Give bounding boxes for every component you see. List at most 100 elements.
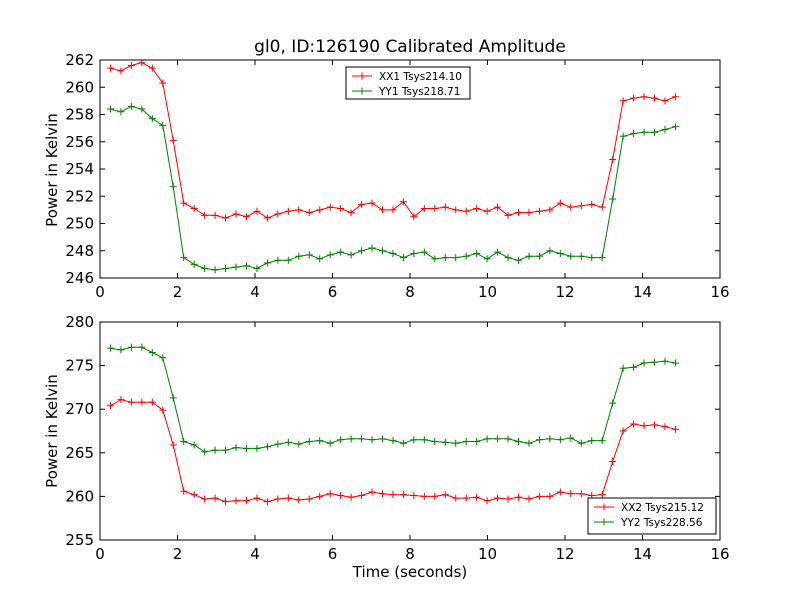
- top-chart-series-1-point: [284, 256, 292, 264]
- bottom-chart-series-0-point: [106, 402, 114, 410]
- bottom-chart-series-0-point: [190, 491, 198, 499]
- top-chart-xtick-label: 2: [173, 283, 183, 301]
- top-chart-series-0-point: [609, 155, 617, 163]
- bottom-chart-series-0-point: [284, 494, 292, 502]
- bottom-chart-series-1-point: [253, 444, 261, 452]
- bottom-chart-series-1-point: [577, 439, 585, 447]
- bottom-chart-series-0-point: [441, 491, 449, 499]
- bottom-chart-series-1-point: [515, 437, 522, 445]
- bottom-chart-series-0-point: [535, 492, 543, 500]
- bottom-chart-series-0-point: [242, 497, 250, 505]
- bottom-chart-series-0-point: [452, 494, 460, 502]
- top-chart-series-1-point: [431, 255, 439, 263]
- top-chart-series-1-point: [661, 125, 669, 133]
- top-chart-series-1-point: [295, 252, 303, 260]
- bottom-chart-series-0-point: [577, 490, 585, 498]
- bottom-chart-series-1-point: [619, 364, 627, 372]
- bottom-chart-series-0-point: [399, 491, 407, 499]
- top-chart-series-0-point: [368, 199, 376, 207]
- top-chart-series-0-point: [222, 214, 230, 222]
- bottom-chart-ytick-label: 275: [65, 357, 94, 375]
- bottom-chart-series-0-point: [232, 497, 240, 505]
- bottom-chart-series-1-point: [368, 436, 376, 444]
- bottom-chart-series-0-point: [410, 492, 418, 500]
- bottom-chart-xtick-label: 6: [328, 545, 338, 563]
- bottom-chart-series-1-point: [588, 437, 596, 445]
- top-chart-series-0-point: [378, 206, 386, 214]
- top-chart-series-1-point: [462, 252, 470, 260]
- top-chart-series-0-point: [556, 199, 564, 207]
- top-chart-series-0-point: [358, 200, 366, 208]
- top-chart-series-1-point: [567, 252, 575, 260]
- top-chart-series-0-point: [399, 198, 407, 206]
- top-chart-series-1-point: [598, 254, 606, 262]
- bottom-chart-series-0-point: [598, 491, 606, 499]
- bottom-chart-series-1-point: [535, 436, 543, 444]
- top-chart-title: gl0, ID:126190 Calibrated Amplitude: [254, 37, 566, 57]
- bottom-chart-ytick-label: 270: [65, 400, 94, 418]
- bottom-chart-series-1-point: [399, 439, 407, 447]
- bottom-chart-series-0-point: [117, 396, 125, 404]
- top-chart-series-0-point: [441, 203, 449, 211]
- top-chart-plot-area: 0 2 4 6 8 10 12 14 16246248250252254256258260262…: [65, 51, 729, 301]
- top-chart-series-0-point: [410, 213, 418, 221]
- top-chart-series-1-point: [556, 249, 564, 257]
- top-chart-series-1-point: [169, 183, 177, 191]
- top-chart-series-0-point: [305, 209, 313, 217]
- bottom-chart-series-0-point: [138, 398, 146, 406]
- bottom-chart-series-0-point: [253, 494, 261, 502]
- bottom-chart-series-0-point: [525, 495, 533, 503]
- bottom-chart-xtick-label: 2: [173, 545, 183, 563]
- top-chart-series-0-point: [577, 202, 585, 210]
- top-chart-xtick-label: 8: [405, 283, 415, 301]
- bottom-chart-ylabel: Power in Kelvin: [43, 374, 61, 488]
- top-chart-series-0-point: [274, 210, 282, 218]
- top-chart-series-0-point: [180, 199, 188, 207]
- bottom-chart-xtick-label: 0: [95, 545, 105, 563]
- bottom-chart-series-1-point: [284, 438, 292, 446]
- top-chart-legend-marker: [358, 87, 366, 95]
- bottom-chart-series-0-point: [619, 427, 627, 435]
- top-chart-series-0-point: [242, 213, 250, 221]
- top-chart-series-0-point: [515, 209, 522, 217]
- top-chart-ytick-label: 262: [65, 51, 94, 69]
- top-chart-series-1-point: [316, 255, 324, 263]
- top-chart-series-0-point: [316, 206, 324, 214]
- top-chart-series-1-point: [305, 251, 313, 259]
- bottom-chart-series-0-point: [180, 487, 188, 495]
- bottom-chart-series-1-point: [378, 435, 386, 443]
- bottom-chart-legend-marker: [600, 518, 608, 526]
- top-chart-series-0-point: [159, 79, 167, 87]
- bottom-chart-series-0-point: [431, 492, 439, 500]
- bottom-chart-series-1-point: [567, 434, 575, 442]
- bottom-chart-series-1-point: [232, 444, 240, 452]
- top-chart-series-1-point: [619, 132, 627, 140]
- top-chart-series-1-point: [525, 252, 533, 260]
- top-chart-series-0-point: [389, 206, 397, 214]
- bottom-chart-ytick-label: 265: [65, 444, 94, 462]
- bottom-chart-series-1-point: [169, 394, 177, 402]
- top-chart-series-0-point: [588, 200, 596, 208]
- top-chart-series-1-point: [577, 252, 585, 260]
- top-chart-series-1-point: [190, 260, 198, 268]
- top-chart-legend: XX1 Tsys214.10 YY1 Tsys218.71: [345, 66, 471, 100]
- top-chart-series-0-point: [535, 207, 543, 215]
- top-chart-series-1-point: [410, 249, 418, 257]
- bottom-chart-series-1-point: [671, 359, 679, 367]
- bottom-chart-series-0-point: [504, 495, 512, 503]
- top-chart-series-1-point: [494, 248, 502, 256]
- top-chart-series-1-point: [274, 256, 282, 264]
- bottom-chart-series-0-point: [211, 494, 219, 502]
- top-chart-series-0-point: [117, 67, 125, 75]
- top-chart-series-1-point: [389, 249, 397, 257]
- top-chart-series-0-point: [494, 203, 502, 211]
- top-chart-series-0-point: [567, 203, 575, 211]
- bottom-chart-series-1-point: [138, 343, 146, 351]
- top-chart-series-0-point: [598, 203, 606, 211]
- top-chart-series-0-point: [483, 207, 491, 215]
- top-chart-series-1-point: [358, 247, 366, 255]
- bottom-chart-series-0-point: [378, 490, 386, 498]
- top-chart-series-1-point: [117, 108, 125, 116]
- bottom-chart-series-1-point: [274, 440, 282, 448]
